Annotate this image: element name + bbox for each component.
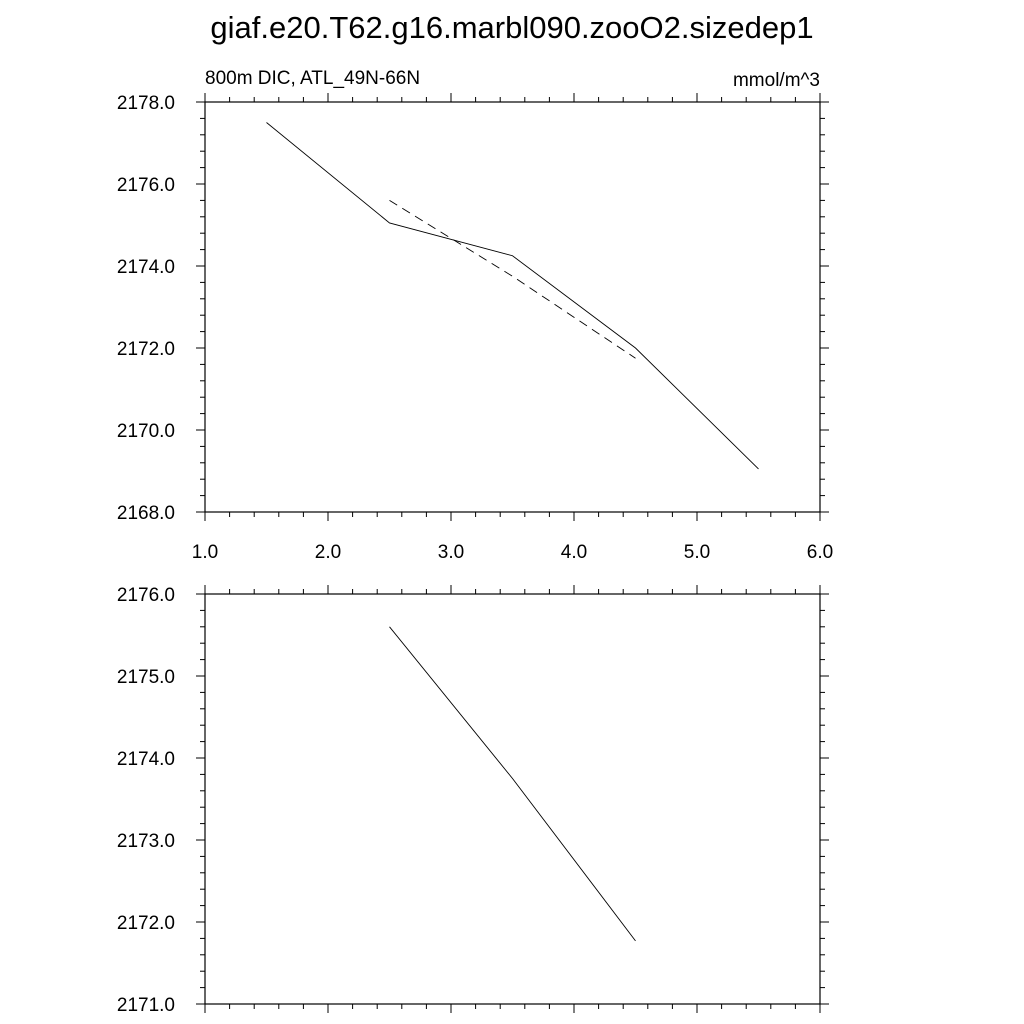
bottom-y-tick-label: 2174.0 [117,749,175,770]
top-panel-ticks: 1.0 2.0 3.0 4.0 5.0 6.0 2168.0 2170.0 2172.0 2174… [117,93,833,563]
top-series-2-dashed-line [389,200,636,359]
top-y-tick-label: 2176.0 [117,175,175,196]
bottom-panel-series [389,626,636,942]
top-x-tick-label: 4.0 [561,542,587,563]
top-y-tick-label: 2178.0 [117,93,175,114]
top-series-1-solid-line [266,122,759,470]
top-panel-left-label: 800m DIC, ATL_49N-66N [205,68,420,89]
top-panel-frame [204,101,821,513]
bottom-series-1-solid-line [389,626,636,942]
bottom-y-tick-label: 2176.0 [117,585,175,606]
top-panel-units-label: mmol/m^3 [733,70,820,91]
bottom-panel-ticks: 2171.0 2172.0 2173.0 2174.0 2175.0 2176.0 [117,585,829,1016]
top-x-tick-label: 6.0 [807,542,833,563]
top-y-tick-label: 2174.0 [117,257,175,278]
top-y-tick-label: 2170.0 [117,421,175,442]
top-x-tick-label: 1.0 [192,542,218,563]
top-y-tick-label: 2168.0 [117,503,175,524]
figure-title: giaf.e20.T62.g16.marbl090.zooO2.sizedep1 [210,10,813,45]
top-x-tick-label: 2.0 [315,542,341,563]
bottom-y-tick-label: 2171.0 [117,995,175,1016]
top-panel: 800m DIC, ATL_49N-66N mmol/m^3 1.0 2.0 3.0… [117,68,833,563]
top-y-tick-label: 2172.0 [117,339,175,360]
bottom-y-tick-label: 2173.0 [117,831,175,852]
bottom-panel: 2171.0 2172.0 2173.0 2174.0 2175.0 2176.0 [117,585,829,1016]
bottom-y-tick-label: 2172.0 [117,913,175,934]
top-x-tick-label: 5.0 [684,542,710,563]
top-panel-series [266,122,759,470]
top-x-tick-label: 3.0 [438,542,464,563]
bottom-y-tick-label: 2175.0 [117,667,175,688]
bottom-panel-frame [204,593,821,1005]
